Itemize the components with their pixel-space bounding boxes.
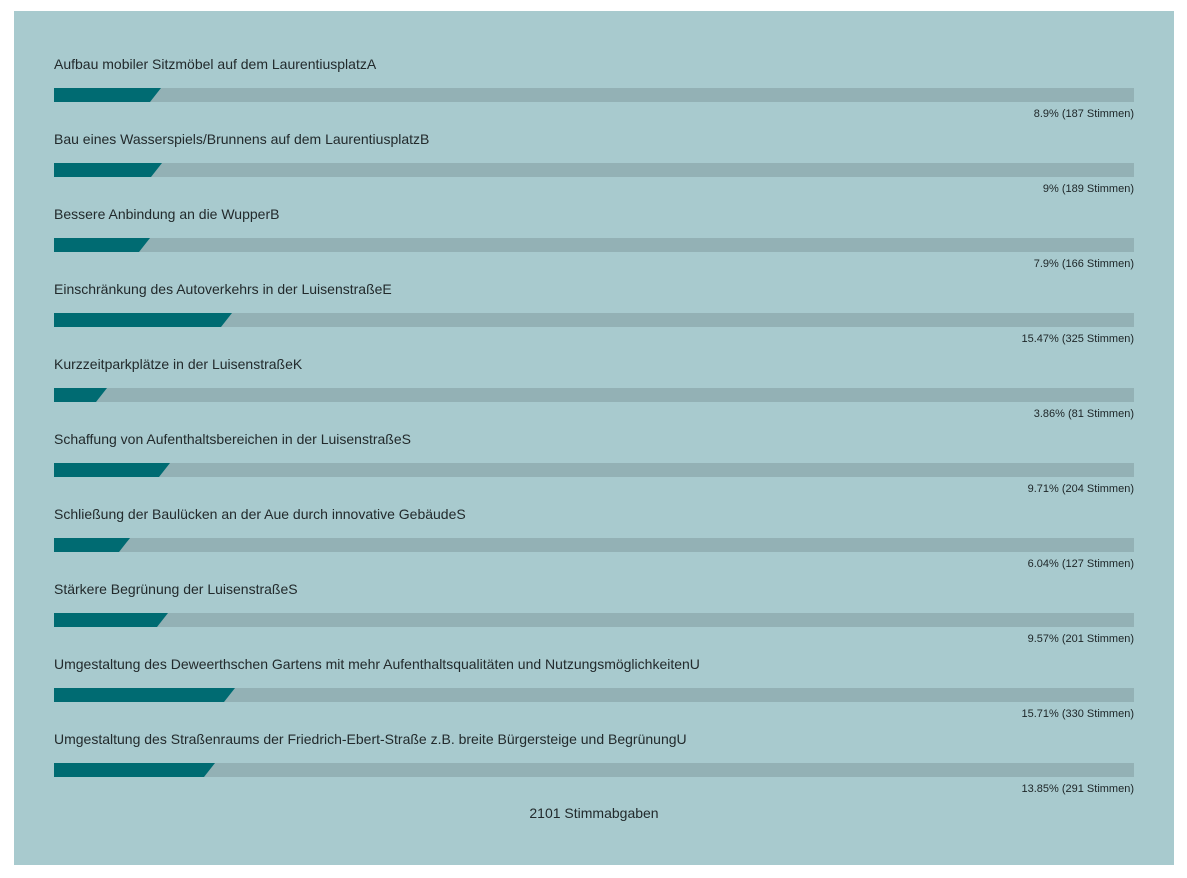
poll-option-result: 9.71% (204 Stimmen)	[1027, 483, 1134, 495]
poll-option-result: 8.9% (187 Stimmen)	[1033, 108, 1134, 120]
poll-option-result: 9.57% (201 Stimmen)	[1027, 633, 1134, 645]
poll-option-label: Bau eines Wasserspiels/Brunnens auf dem …	[54, 131, 430, 147]
poll-option-bar	[54, 163, 151, 177]
poll-option-bar-tip	[204, 763, 215, 777]
poll-option-label: Stärkere Begrünung der LuisenstraßeS	[54, 581, 298, 597]
poll-option-bar	[54, 88, 150, 102]
poll-option-bar	[54, 613, 157, 627]
poll-option-result: 7.9% (166 Stimmen)	[1033, 258, 1134, 270]
poll-option-label: Bessere Anbindung an die WupperB	[54, 206, 280, 222]
poll-results-panel: Aufbau mobiler Sitzmöbel auf dem Laurent…	[14, 11, 1174, 865]
poll-option-bar	[54, 238, 139, 252]
poll-option-bar-track	[54, 88, 1134, 102]
poll-option-label: Einschränkung des Autoverkehrs in der Lu…	[54, 281, 392, 297]
poll-option-bar-tip	[224, 688, 235, 702]
poll-option-result: 9% (189 Stimmen)	[1042, 183, 1134, 195]
poll-option-row: Schließung der Baulücken an der Aue durc…	[54, 505, 1134, 580]
poll-option-bar-track	[54, 613, 1134, 627]
poll-option-bar	[54, 538, 119, 552]
poll-option-bar-track	[54, 238, 1134, 252]
poll-option-bar-tip	[221, 313, 232, 327]
poll-option-bar-tip	[159, 463, 170, 477]
poll-option-bar-track	[54, 763, 1134, 777]
poll-option-bar-tip	[151, 163, 162, 177]
poll-option-row: Stärkere Begrünung der LuisenstraßeS 9.57…	[54, 580, 1134, 655]
poll-option-bar-tip	[150, 88, 161, 102]
poll-option-bar-track	[54, 688, 1134, 702]
poll-option-row: Kurzzeitparkplätze in der LuisenstraßeK 3…	[54, 355, 1134, 430]
poll-option-bar-tip	[96, 388, 107, 402]
poll-option-row: Bau eines Wasserspiels/Brunnens auf dem …	[54, 130, 1134, 205]
poll-option-bar-tip	[119, 538, 130, 552]
poll-option-row: Aufbau mobiler Sitzmöbel auf dem Laurent…	[54, 55, 1134, 130]
poll-option-bar-track	[54, 313, 1134, 327]
total-votes: 2101 Stimmabgaben	[529, 805, 659, 821]
poll-option-row: Schaffung von Aufenthaltsbereichen in de…	[54, 430, 1134, 505]
poll-option-bar-tip	[157, 613, 168, 627]
poll-option-bar	[54, 763, 204, 777]
poll-option-bar	[54, 388, 96, 402]
poll-option-row: Bessere Anbindung an die WupperB 7.9% (16…	[54, 205, 1134, 280]
poll-option-label: Umgestaltung des Deweerthschen Gartens m…	[54, 656, 700, 672]
poll-option-bar-track	[54, 388, 1134, 402]
poll-option-result: 3.86% (81 Stimmen)	[1033, 408, 1134, 420]
poll-option-bar	[54, 313, 221, 327]
poll-option-result: 15.71% (330 Stimmen)	[1021, 708, 1135, 720]
poll-option-label: Schaffung von Aufenthaltsbereichen in de…	[54, 431, 411, 447]
poll-option-bar	[54, 463, 159, 477]
poll-option-label: Aufbau mobiler Sitzmöbel auf dem Laurent…	[54, 56, 377, 72]
poll-option-row: Umgestaltung des Straßenraums der Friedr…	[54, 730, 1134, 805]
poll-option-bar-track	[54, 163, 1134, 177]
poll-option-bar	[54, 688, 224, 702]
poll-option-bar-tip	[139, 238, 150, 252]
poll-option-bar-track	[54, 538, 1134, 552]
poll-option-row: Einschränkung des Autoverkehrs in der Lu…	[54, 280, 1134, 355]
poll-option-row: Umgestaltung des Deweerthschen Gartens m…	[54, 655, 1134, 730]
poll-option-label: Umgestaltung des Straßenraums der Friedr…	[54, 731, 687, 747]
poll-option-result: 6.04% (127 Stimmen)	[1027, 558, 1134, 570]
poll-option-label: Kurzzeitparkplätze in der LuisenstraßeK	[54, 356, 303, 372]
poll-option-result: 13.85% (291 Stimmen)	[1021, 783, 1135, 795]
poll-option-result: 15.47% (325 Stimmen)	[1021, 333, 1135, 345]
poll-option-label: Schließung der Baulücken an der Aue durc…	[54, 506, 466, 522]
poll-option-bar-track	[54, 463, 1134, 477]
